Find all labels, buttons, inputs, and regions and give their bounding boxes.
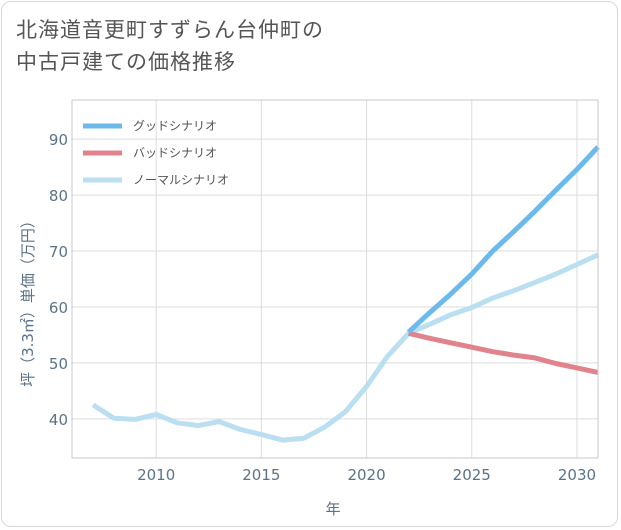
series-line-bad (408, 330, 599, 375)
y-tick-label: 40 (49, 411, 68, 429)
legend-label-normal: ノーマルシナリオ (133, 173, 229, 187)
legend-label-bad: バッドシナリオ (133, 146, 217, 160)
chart-title: 北海道音更町すずらん台仲町の 中古戸建ての価格推移 (16, 14, 324, 78)
plot-area (72, 100, 598, 458)
y-tick-label: 60 (49, 299, 68, 317)
title-line-2: 中古戸建ての価格推移 (16, 50, 236, 74)
x-tick-label: 2025 (453, 466, 491, 484)
x-tick-label: 2010 (137, 466, 175, 484)
legend-label-good: グッドシナリオ (133, 119, 217, 133)
series-line-good (406, 145, 600, 334)
title-line-1: 北海道音更町すずらん台仲町の (16, 18, 324, 42)
x-tick-label: 2020 (347, 466, 385, 484)
x-tick-label: 2015 (242, 466, 280, 484)
x-axis-label: 年 (325, 500, 340, 518)
series-line-normal (91, 252, 600, 443)
y-axis-label: 坪（3.3㎡）単価（万円） (19, 213, 37, 387)
x-tick-label: 2030 (558, 466, 596, 484)
y-tick-label: 80 (49, 187, 68, 205)
y-tick-label: 90 (49, 131, 68, 149)
y-tick-label: 70 (49, 243, 68, 261)
plot-border (71, 99, 599, 459)
y-tick-label: 50 (49, 355, 68, 373)
